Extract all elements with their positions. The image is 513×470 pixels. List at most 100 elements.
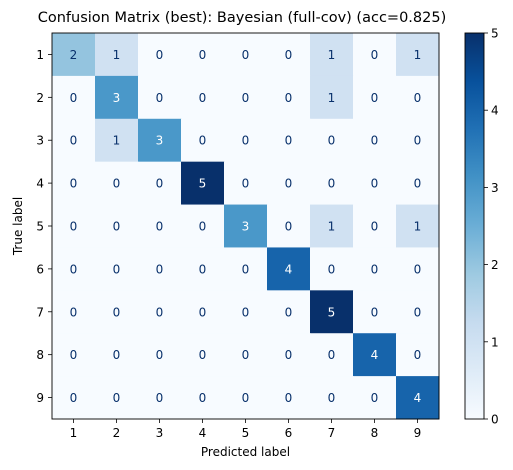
cell-value-label: 0	[414, 348, 422, 362]
heatmap-cell	[138, 161, 182, 206]
heatmap-cell	[396, 161, 440, 206]
cell-value-label: 0	[328, 348, 336, 362]
x-tick-label: 7	[328, 426, 336, 440]
heatmap-cell	[353, 118, 397, 163]
heatmap-cell	[267, 333, 311, 377]
heatmap-cell	[353, 75, 397, 120]
cell-value-label: 0	[371, 91, 379, 105]
heatmap-cell	[224, 333, 268, 377]
cell-value-label: 0	[328, 177, 336, 191]
cell-value-labels: 2 1 0 0 0 0 1 0 1 0 3 0 0 0 0 1 0 0 0 1 3 0 0 0 0 0 0 0 0 0 5 0 0 0 0 0 0 0 0 0…	[70, 48, 422, 405]
heatmap-cell	[95, 376, 139, 420]
x-tick-label: 2	[113, 426, 121, 440]
cell-value-label: 0	[156, 177, 164, 191]
cell-value-label: 0	[371, 391, 379, 405]
cell-value-label: 3	[242, 220, 250, 234]
heatmap-cell	[138, 204, 182, 248]
heatmap-cell	[138, 247, 182, 291]
y-tick-label: 9	[36, 391, 44, 405]
cell-value-label: 0	[285, 220, 293, 234]
x-tick-label: 3	[156, 426, 164, 440]
cell-value-label: 0	[414, 305, 422, 319]
heatmap-cell	[52, 333, 96, 377]
cell-value-label: 0	[371, 305, 379, 319]
heatmap-cell	[95, 290, 139, 334]
cell-value-label: 5	[328, 305, 336, 319]
heatmap-cell	[95, 75, 139, 120]
heatmap-cell	[95, 333, 139, 377]
cell-value-label: 0	[199, 391, 207, 405]
heatmap-cell	[138, 290, 182, 334]
heatmap-cell	[310, 376, 354, 420]
heatmap-cell	[310, 75, 354, 120]
heatmap-cell	[224, 33, 268, 77]
heatmap-cell	[310, 33, 354, 77]
y-tick-label: 3	[36, 134, 44, 148]
heatmap-cell	[181, 333, 225, 377]
cell-value-label: 0	[70, 134, 78, 148]
cell-value-label: 1	[328, 91, 336, 105]
cell-value-label: 0	[414, 91, 422, 105]
heatmap-cell	[52, 118, 96, 163]
cell-value-label: 1	[113, 48, 121, 62]
heatmap-cell	[224, 290, 268, 334]
heatmap-cell	[353, 204, 397, 248]
cell-value-label: 5	[199, 177, 207, 191]
colorbar-tick-label: 5	[491, 27, 499, 41]
colorbar-tick-label: 0	[491, 413, 499, 427]
cell-value-label: 0	[113, 220, 121, 234]
cell-value-label: 0	[242, 134, 250, 148]
y-tick-label: 7	[36, 305, 44, 319]
cell-value-label: 0	[156, 91, 164, 105]
heatmap-cell	[396, 118, 440, 163]
cell-value-label: 0	[285, 391, 293, 405]
heatmap-cell	[138, 333, 182, 377]
heatmap-cells	[52, 33, 440, 420]
heatmap-cell	[310, 333, 354, 377]
x-axis-ticks: 1 2 3 4 5 6 7 8 9	[70, 419, 421, 440]
cell-value-label: 0	[156, 220, 164, 234]
cell-value-label: 0	[199, 48, 207, 62]
x-tick-label: 5	[242, 426, 250, 440]
y-tick-label: 4	[36, 177, 44, 191]
x-tick-label: 4	[199, 426, 207, 440]
heatmap-cell	[52, 204, 96, 248]
heatmap-cell	[396, 204, 440, 248]
colorbar-tick-label: 3	[491, 181, 499, 195]
heatmap-cell	[224, 247, 268, 291]
heatmap-cell	[353, 33, 397, 77]
heatmap-cell	[181, 204, 225, 248]
heatmap-cell	[396, 247, 440, 291]
cell-value-label: 0	[113, 177, 121, 191]
cell-value-label: 0	[328, 262, 336, 276]
x-tick-label: 8	[371, 426, 379, 440]
cell-value-label: 0	[70, 91, 78, 105]
heatmap-cell	[181, 376, 225, 420]
cell-value-label: 0	[328, 134, 336, 148]
cell-value-label: 1	[113, 134, 121, 148]
heatmap-cell	[267, 75, 311, 120]
cell-value-label: 0	[156, 48, 164, 62]
y-axis-ticks: 1 2 3 4 5 6 7 8 9	[36, 48, 52, 405]
cell-value-label: 0	[70, 262, 78, 276]
cell-value-label: 0	[113, 348, 121, 362]
heatmap-cell	[95, 247, 139, 291]
heatmap-cell	[52, 161, 96, 206]
heatmap-cell	[224, 75, 268, 120]
cell-value-label: 4	[371, 348, 379, 362]
heatmap-cell	[353, 333, 397, 377]
heatmap-cell	[95, 118, 139, 163]
cell-value-label: 0	[199, 348, 207, 362]
cell-value-label: 4	[285, 262, 293, 276]
heatmap-cell	[52, 290, 96, 334]
cell-value-label: 0	[113, 391, 121, 405]
heatmap-cell	[52, 75, 96, 120]
heatmap-cell	[181, 118, 225, 163]
heatmap-cell	[95, 204, 139, 248]
cell-value-label: 0	[70, 391, 78, 405]
cell-value-label: 0	[113, 305, 121, 319]
heatmap-cell	[138, 75, 182, 120]
cell-value-label: 0	[414, 177, 422, 191]
heatmap-cell	[181, 75, 225, 120]
